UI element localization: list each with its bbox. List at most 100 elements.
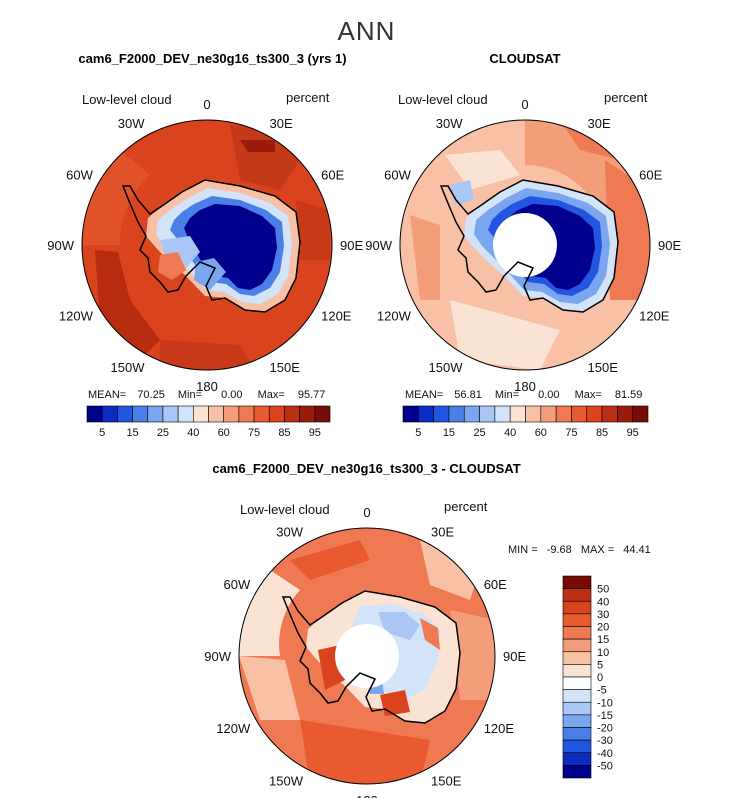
region-fill [239,656,300,720]
panel-3-legend-tick: 10 [597,647,609,659]
region-fill [184,204,277,290]
panel-2-legend-swatch [617,405,633,423]
panel-1-legend-swatch [147,405,164,423]
map-2-lon-label: 150E [588,360,619,375]
map-1-lon-label: 30E [270,116,293,131]
map-2-lon-label: 180 [514,379,536,394]
panel-1-title: cam6_F2000_DEV_ne30g16_ts300_3 (yrs 1) [78,51,347,66]
map-3-lon-label: 180 [356,793,378,798]
panel-2-legend-tick: 5 [415,427,421,439]
min-value: -9.68 [546,544,572,556]
panel-3-legend-tick: -30 [597,735,613,747]
panel-1-legend-swatch [284,405,300,423]
max-value: 95.77 [297,389,326,401]
panel-2-legend-swatch [418,405,434,423]
panel-2-stats: MEAN= 56.81 Min= 0.00 Max= 81.59 [405,389,642,401]
map-2-lon-label: 30E [588,116,611,131]
panel-3-legend-tick: 15 [597,634,609,646]
panel-3-legend-swatch [562,739,592,754]
panel-2-legend-swatch [571,405,588,423]
map-2-lon-label: 90E [658,238,681,253]
panel-2-legend-swatch [525,405,542,423]
panel-2-legend-tick: 85 [596,427,608,439]
panel-2-legend-swatch [463,405,480,423]
panel-3-legend-tick: 50 [597,584,609,596]
panel-1-legend-tick: 95 [309,427,321,439]
panel-3-legend-swatch [562,689,592,703]
map-1-lon-label: 0 [203,97,210,112]
max-label: Max= [257,389,285,401]
mean-label: MEAN= [405,389,444,401]
panel-1-legend-swatch [86,405,103,423]
map-3-lon-label: 60E [484,577,507,592]
map-3-pole-nodata [335,624,399,688]
panel-2-legend-tick: 40 [504,427,516,439]
panel-1-legend-swatch [223,405,240,423]
map-2-lon-label: 60W [384,168,411,183]
min-label: Min= [177,389,203,401]
region-fill [380,690,410,716]
panel-1-legend-swatch [253,405,270,423]
panel-1-legend-swatch [132,405,149,423]
panel-1-legend-swatch [101,405,118,423]
panel-1-legend-swatch [162,405,179,423]
panel-3-legend-swatch [562,701,592,716]
region-fill [450,300,560,370]
panel-3-legend-tick: -10 [597,697,613,709]
panel-3-legend-swatch [562,638,592,653]
panel-3-legend-swatch [562,575,592,589]
map-3-lon-label: 30E [431,524,454,539]
panel-1-legend-tick: 25 [157,427,169,439]
region-fill [420,540,480,600]
panel-2-legend-tick: 25 [473,427,485,439]
region-fill [95,250,160,360]
map-2-lon-label: 60E [639,168,662,183]
min-value: 0.00 [538,389,560,401]
panel-2-legend-swatch [479,405,496,423]
season-title: ANN [337,16,396,46]
mean-value: 70.25 [137,389,165,401]
map-2-lon-label: 120W [377,309,412,324]
map-2-lon-label: 90W [365,238,392,253]
panel-3-legend-swatch [562,588,592,602]
min-label: MIN = [508,544,538,556]
region-fill [410,215,440,300]
map-1-lon-label: 90W [47,238,74,253]
map-2-coastline [439,179,619,313]
panel-2-legend-tick: 15 [443,427,455,439]
map-1-lon-label: 60W [66,168,93,183]
panel-2-legend-tick: 75 [565,427,577,439]
region-fill [290,540,370,580]
max-label: MAX = [580,544,615,556]
map-3-coastline [281,590,461,724]
map-3-lon-label: 30W [276,524,303,539]
map-3-lon-label: 120W [216,721,251,736]
panel-3-legend-swatch [562,752,592,766]
panel-3-legend-swatch [562,676,592,690]
map-1-lon-label: 90E [340,238,363,253]
panel-1-legend-tick: 75 [248,427,260,439]
panel-2-legend-swatch [632,405,649,423]
map-3-lon-label: 150W [269,774,304,789]
max-value: 44.41 [623,544,651,556]
longitude-labels: 0 30E 60E 90E 120E 150E 180 150W 120W 90W 60W 30W 0 3… [47,97,681,798]
map-1-coastline [121,179,301,313]
region-fill [194,258,226,290]
map-3-lon-label: 120E [484,721,515,736]
map-2-border [399,119,651,371]
legends: 5 15 25 40 60 75 85 95 5 15 25 40 60 75 85 955040302015… [86,405,649,779]
panel-1-legend-swatch [193,405,209,423]
map-2-lon-label: 30W [436,116,463,131]
region-fill [82,150,150,245]
region-fill [605,160,650,300]
map-3-lon-label: 90W [204,649,231,664]
map-1-lon-label: 60E [321,168,344,183]
panel-3-legend-tick: 0 [597,672,603,684]
region-fill [450,610,495,700]
map-3-lon-label: 60W [224,577,251,592]
panel-3-legend-tick: 30 [597,609,609,621]
panel-3-legend-tick: 20 [597,622,609,634]
map-1-lon-label: 120E [321,309,352,324]
map-1-border [81,119,333,371]
